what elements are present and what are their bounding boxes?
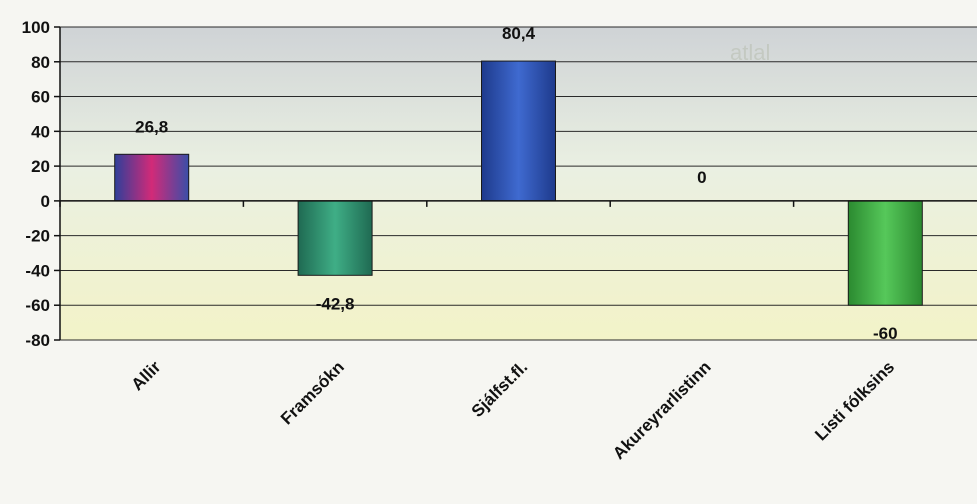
y-tick-label: 0 — [41, 192, 50, 211]
y-tick-label: 60 — [31, 88, 50, 107]
y-tick-label: 40 — [31, 122, 50, 141]
y-tick-label: -60 — [25, 296, 50, 315]
bar — [481, 60, 556, 202]
y-tick-label: -80 — [25, 331, 50, 350]
y-tick-label: -40 — [25, 261, 50, 280]
x-category-label: Listi fólksins — [811, 357, 898, 444]
bar — [297, 200, 373, 276]
data-label: -42,8 — [316, 294, 355, 313]
y-axis: 100 80 60 40 20 0 -20 -40 -60 -80 — [22, 18, 61, 350]
y-tick-label: 80 — [31, 53, 50, 72]
x-category-label: Sjálfst.fl. — [468, 357, 532, 421]
x-category-label: Allir — [128, 357, 165, 394]
y-tick-label: 20 — [31, 157, 50, 176]
x-category-label: Framsókn — [277, 357, 348, 428]
y-tick-label: -20 — [25, 227, 50, 246]
x-category-label: Akureyrarlistinn — [609, 357, 715, 463]
data-label: -60 — [873, 324, 898, 343]
y-tick-label: 100 — [22, 18, 50, 37]
bar — [114, 153, 190, 202]
data-label: 80,4 — [502, 24, 536, 43]
bars — [114, 60, 923, 306]
data-label: 0 — [697, 168, 706, 187]
data-labels: 26,8 -42,8 80,4 0 -60 — [135, 24, 897, 343]
data-label: 26,8 — [135, 117, 168, 136]
background-watermark-text: atlal — [730, 40, 770, 65]
bar — [847, 200, 923, 306]
